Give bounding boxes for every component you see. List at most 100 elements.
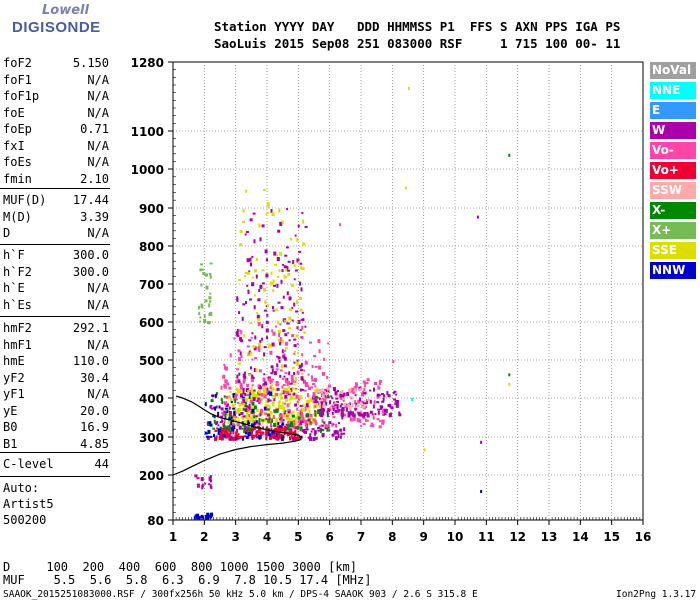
echo-point-vo: [269, 382, 272, 384]
echo-point-w: [259, 340, 262, 343]
echo-point-vo: [223, 427, 227, 431]
echo-point-x: [284, 410, 287, 413]
echo-point-sse: [297, 352, 300, 355]
param-row-d: D N/A: [3, 226, 109, 242]
echo-point-vo: [255, 422, 259, 425]
param-name: D: [3, 226, 11, 240]
echo-point-nnw: [206, 515, 210, 518]
footer-file-info: SAAOK_2015251083000.RSF / 300fx256h 50 k…: [3, 589, 478, 600]
echo-point-vo: [339, 396, 343, 400]
echo-point-w: [314, 436, 318, 440]
echo-point-sse: [249, 322, 253, 325]
echo-point-vo: [275, 381, 278, 386]
echo-point-ssw: [356, 404, 360, 407]
echo-point-x: [203, 319, 206, 323]
param-name: fxI: [3, 138, 25, 153]
panel-divider: [0, 316, 110, 317]
echo-point-sse: [241, 402, 245, 404]
echo-point-ssw: [329, 405, 332, 409]
echo-point-sse: [289, 394, 292, 398]
echo-point-sse: [249, 420, 253, 422]
echo-point-sse: [274, 421, 278, 424]
x-tick-label: 4: [263, 530, 271, 544]
echo-point-vo: [299, 409, 302, 413]
echo-point-vo: [258, 399, 262, 404]
param-row-fof1: foF1 N/A: [3, 73, 109, 89]
echo-point-w: [200, 477, 204, 481]
echo-point-vo: [279, 369, 283, 372]
echo-point-vo: [324, 424, 328, 428]
echo-point-sse: [250, 386, 253, 391]
echo-point-vo: [262, 377, 266, 382]
echo-point-vo: [311, 379, 315, 382]
echo-point-w: [276, 387, 280, 391]
echo-point-vo: [251, 358, 254, 361]
echo-point-vo: [335, 423, 338, 428]
echo-point-nnw: [271, 431, 275, 434]
param-name: h`F: [3, 248, 25, 262]
echo-point-w: [225, 405, 229, 408]
echo-point-vo: [312, 383, 315, 386]
echo-point-w: [270, 428, 273, 431]
echo-point-vo: [236, 428, 239, 433]
echo-point-vo: [250, 399, 253, 403]
echo-point-x: [317, 409, 319, 414]
echo-point-vo: [291, 378, 294, 383]
param-row-b1: B1 4.85: [3, 437, 109, 453]
echo-point-nnw: [209, 423, 213, 427]
echo-point-sse: [293, 421, 297, 426]
echo-point-vo: [359, 418, 362, 423]
echo-point-sse: [231, 404, 235, 407]
param-value: 44: [94, 457, 109, 471]
echo-point-vo: [328, 384, 331, 388]
echo-point-vo: [259, 433, 263, 437]
echo-point-vo: [223, 383, 226, 388]
echo-point-sse: [277, 275, 279, 278]
echo-point-vo: [332, 406, 336, 409]
echo-point-vo: [228, 435, 231, 440]
echo-point-w: [241, 387, 245, 391]
echo-point-w: [288, 339, 291, 342]
legend-item-nnw: NNW: [650, 262, 696, 279]
x-tick-label: 15: [603, 530, 620, 544]
echo-point-vo: [373, 400, 376, 405]
echo-point-nnw: [193, 516, 196, 521]
echo-point-sse: [250, 351, 253, 356]
echo-point-vo: [238, 329, 242, 332]
echo-point-sse: [246, 391, 250, 394]
echo-point-vo: [353, 386, 357, 390]
echo-point-ssw: [334, 402, 337, 405]
echo-point-w: [283, 412, 286, 415]
echo-point-vo: [301, 416, 305, 421]
param-row-mufd: MUF(D) 17.44: [3, 193, 109, 209]
echo-point-w: [288, 371, 291, 376]
echo-point-sse: [291, 387, 295, 391]
echo-point-w: [321, 433, 325, 437]
echo-point-sse: [264, 300, 267, 305]
echo-point-sse: [262, 386, 266, 391]
echo-point-vo: [251, 384, 254, 387]
echo-point-w: [273, 284, 276, 287]
echo-point-ssw: [332, 403, 335, 406]
echo-point-w: [326, 412, 329, 417]
echo-point-isolated: [508, 153, 511, 157]
param-value: N/A: [87, 281, 109, 295]
echo-point-w: [291, 307, 294, 310]
echo-point-vo: [378, 420, 382, 423]
echo-point-sse: [280, 396, 284, 400]
echo-point-w: [261, 337, 264, 341]
echo-point-x: [320, 411, 323, 414]
echo-point-sse: [239, 243, 243, 247]
param-row-b0: B0 16.9: [3, 420, 109, 436]
echo-point-ssw: [342, 397, 345, 401]
echo-point-sse: [278, 208, 281, 213]
echo-point-w: [299, 329, 302, 331]
echo-point-vo: [304, 422, 307, 427]
echo-point-vo: [351, 387, 355, 392]
echo-point-nnw: [206, 512, 210, 516]
echo-point-vo: [258, 428, 262, 431]
echo-point-sse: [302, 404, 305, 407]
legend-item-vo: Vo+: [650, 162, 696, 179]
param-row-foe: foE N/A: [3, 106, 109, 122]
echo-point-sse: [299, 308, 303, 312]
